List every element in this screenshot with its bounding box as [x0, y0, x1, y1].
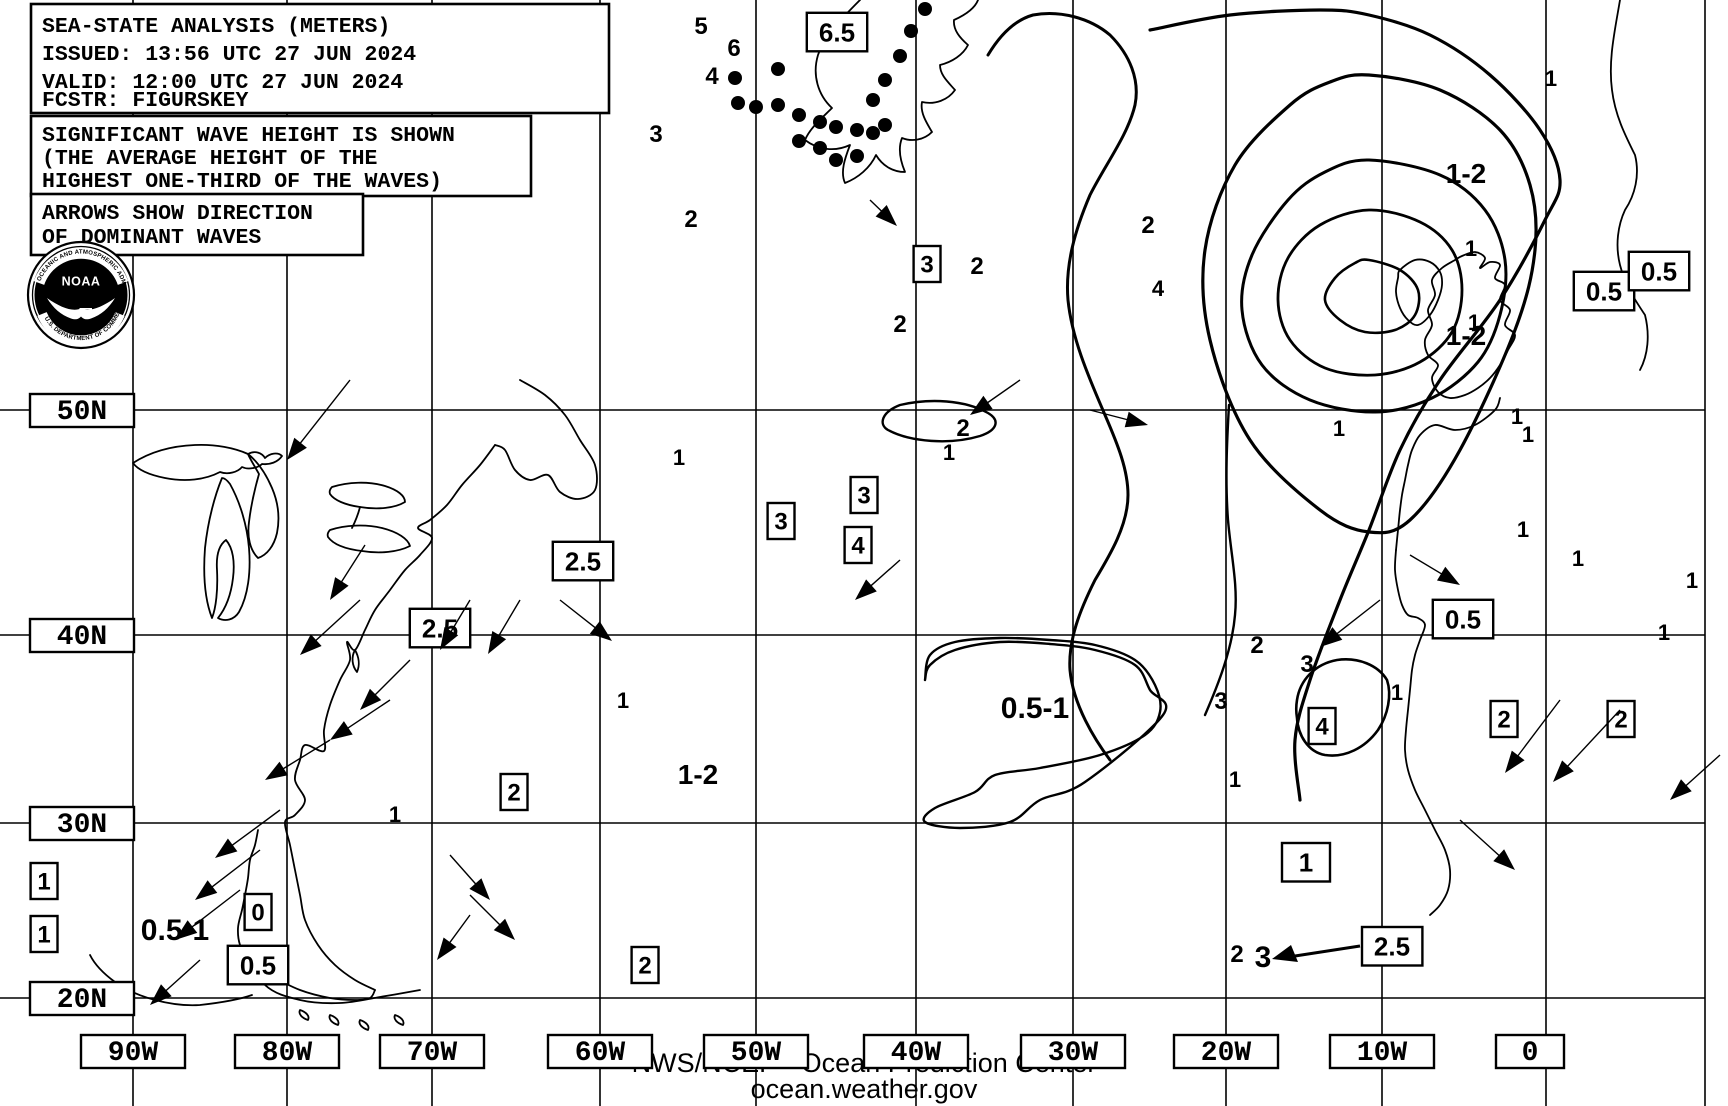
svg-text:4: 4 — [1315, 714, 1329, 741]
svg-text:2: 2 — [1230, 941, 1243, 968]
svg-text:30N: 30N — [57, 810, 107, 841]
svg-text:50W: 50W — [731, 1038, 782, 1069]
svg-text:1: 1 — [1658, 620, 1670, 645]
svg-text:1-2: 1-2 — [678, 759, 718, 790]
svg-text:1: 1 — [943, 440, 955, 465]
svg-text:SIGNIFICANT WAVE HEIGHT IS SHO: SIGNIFICANT WAVE HEIGHT IS SHOWN — [42, 124, 455, 148]
svg-text:3: 3 — [1255, 941, 1272, 974]
svg-text:60W: 60W — [575, 1038, 626, 1069]
svg-text:4: 4 — [1152, 276, 1165, 301]
svg-text:2: 2 — [893, 311, 906, 338]
svg-text:3: 3 — [920, 252, 933, 279]
svg-text:1: 1 — [37, 869, 50, 896]
svg-text:2: 2 — [638, 953, 651, 980]
svg-text:10W: 10W — [1357, 1038, 1408, 1069]
svg-text:2: 2 — [684, 206, 697, 233]
svg-text:2.5: 2.5 — [565, 546, 601, 576]
svg-text:1-2: 1-2 — [1446, 320, 1486, 351]
svg-text:1: 1 — [1517, 517, 1529, 542]
svg-text:3: 3 — [774, 509, 787, 536]
svg-text:2: 2 — [956, 415, 969, 442]
svg-text:1: 1 — [1333, 416, 1345, 441]
svg-text:NOAA: NOAA — [62, 275, 101, 289]
svg-text:2: 2 — [1141, 212, 1154, 239]
svg-text:SEA-STATE ANALYSIS (METERS): SEA-STATE ANALYSIS (METERS) — [42, 15, 390, 39]
svg-text:2.5: 2.5 — [1374, 932, 1410, 962]
svg-text:2: 2 — [1497, 707, 1510, 734]
svg-text:30W: 30W — [1048, 1038, 1099, 1069]
svg-text:70W: 70W — [407, 1038, 458, 1069]
svg-text:5: 5 — [694, 13, 707, 40]
svg-text:3: 3 — [1214, 688, 1227, 715]
svg-text:40W: 40W — [891, 1038, 942, 1069]
svg-text:3: 3 — [649, 121, 662, 148]
svg-text:1: 1 — [389, 802, 401, 827]
svg-text:0.5: 0.5 — [1445, 604, 1481, 634]
svg-text:0: 0 — [1522, 1038, 1539, 1069]
svg-text:ocean.weather.gov: ocean.weather.gov — [751, 1074, 978, 1104]
svg-text:0.5-1: 0.5-1 — [1001, 692, 1069, 725]
svg-text:1: 1 — [1299, 848, 1313, 878]
svg-text:1: 1 — [1572, 546, 1584, 571]
svg-text:1: 1 — [1468, 310, 1480, 335]
svg-text:80W: 80W — [262, 1038, 313, 1069]
svg-text:6.5: 6.5 — [819, 17, 855, 47]
svg-text:HIGHEST ONE-THIRD OF THE WAVES: HIGHEST ONE-THIRD OF THE WAVES) — [42, 170, 442, 194]
svg-text:4: 4 — [851, 533, 865, 560]
svg-text:2: 2 — [1250, 632, 1263, 659]
svg-text:1: 1 — [1522, 422, 1534, 447]
svg-text:1: 1 — [37, 922, 50, 949]
svg-text:0.5: 0.5 — [1641, 256, 1677, 286]
svg-text:ISSUED: 13:56 UTC 27 JUN 2024: ISSUED: 13:56 UTC 27 JUN 2024 — [42, 43, 416, 67]
svg-text:1: 1 — [1686, 568, 1698, 593]
svg-text:20W: 20W — [1201, 1038, 1252, 1069]
svg-text:1: 1 — [617, 688, 629, 713]
svg-text:40N: 40N — [57, 622, 107, 653]
svg-text:6: 6 — [727, 35, 740, 62]
svg-text:(THE AVERAGE HEIGHT OF THE: (THE AVERAGE HEIGHT OF THE — [42, 147, 378, 171]
svg-text:1: 1 — [1465, 236, 1477, 261]
svg-text:0: 0 — [251, 900, 264, 927]
svg-text:1: 1 — [1545, 66, 1557, 91]
svg-text:50N: 50N — [57, 397, 107, 428]
svg-text:1-2: 1-2 — [1446, 158, 1486, 189]
svg-text:0.5: 0.5 — [1586, 276, 1622, 306]
svg-text:90W: 90W — [108, 1038, 159, 1069]
svg-text:ARROWS SHOW DIRECTION: ARROWS SHOW DIRECTION — [42, 202, 313, 226]
svg-text:1: 1 — [1229, 767, 1241, 792]
svg-text:0.5: 0.5 — [240, 950, 276, 980]
svg-text:2: 2 — [507, 780, 520, 807]
svg-text:3: 3 — [857, 483, 870, 510]
svg-text:2: 2 — [970, 253, 983, 280]
svg-text:2: 2 — [1614, 707, 1627, 734]
svg-text:3: 3 — [1300, 651, 1313, 678]
svg-text:4: 4 — [705, 63, 719, 90]
svg-text:FCSTR: FIGURSKEY: FCSTR: FIGURSKEY — [42, 89, 249, 113]
svg-text:20N: 20N — [57, 985, 107, 1016]
svg-text:0.5-1: 0.5-1 — [141, 914, 209, 947]
svg-text:1: 1 — [1391, 680, 1403, 705]
svg-text:1: 1 — [673, 445, 685, 470]
